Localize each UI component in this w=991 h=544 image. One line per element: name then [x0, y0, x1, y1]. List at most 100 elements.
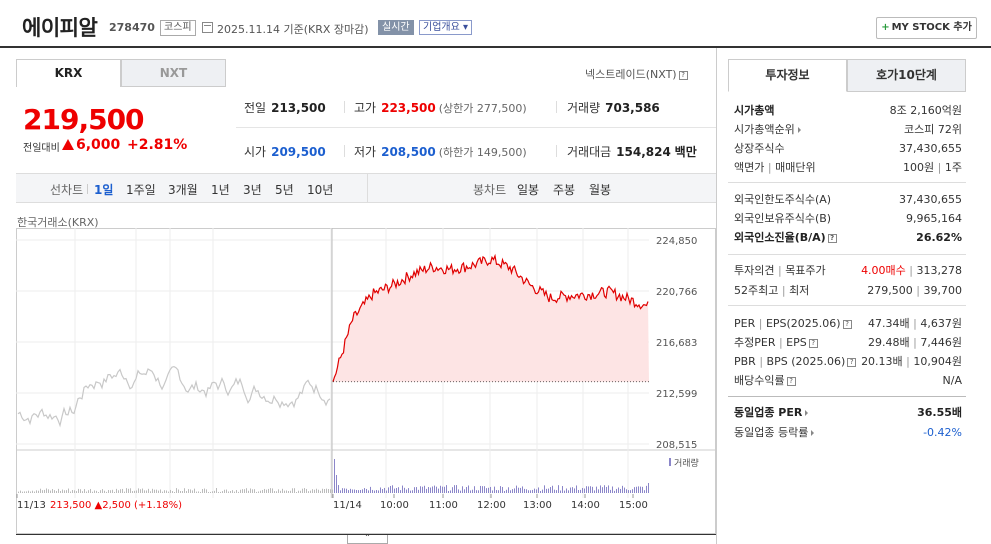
rank-value: 코스피 72위 — [904, 123, 962, 136]
volume-bar — [320, 490, 321, 493]
volume-bar — [22, 491, 23, 493]
volume-bar — [342, 488, 343, 493]
volume-bar — [434, 485, 435, 493]
candle-daily[interactable]: 일봉 — [517, 183, 540, 197]
period-3y[interactable]: 3년 — [243, 183, 262, 197]
add-mystock-button[interactable]: + MY STOCK 추가 — [876, 17, 977, 39]
volume-bar — [452, 487, 453, 493]
nextrade-link[interactable]: 넥스트레이드(NXT)? — [585, 66, 688, 82]
w52-label: 52주최고 | 최저 — [734, 284, 810, 297]
help-icon[interactable]: ? — [827, 233, 837, 243]
volume-bar — [330, 489, 331, 493]
volume-bar — [290, 490, 291, 493]
help-icon[interactable]: ? — [808, 338, 818, 348]
today-price-line — [332, 253, 649, 382]
help-icon[interactable]: ? — [847, 357, 857, 367]
volume-bar — [492, 490, 493, 493]
volume-bar — [364, 488, 365, 493]
nextrade-label: 넥스트레이드(NXT) — [585, 68, 677, 81]
volume-bar — [498, 490, 499, 493]
divider — [556, 145, 557, 157]
help-icon[interactable]: ? — [786, 376, 796, 386]
industry-rate-label: 동일업종 등락률 — [734, 425, 815, 441]
foreign-ratio-row: 외국인소진율(B/A)? 26.62% — [734, 230, 962, 246]
w52-row: 52주최고 | 최저 279,500 | 39,700 — [734, 283, 962, 299]
volume-bar — [202, 489, 203, 493]
amount-unit: 백만 — [674, 145, 697, 159]
period-1y[interactable]: 1년 — [211, 183, 230, 197]
low-price: 저가 208,500 (하한가 149,500) — [354, 143, 527, 160]
volume-bar — [158, 490, 159, 493]
volume-bar — [74, 490, 75, 493]
per-row: PER | EPS(2025.06)? 47.34배 | 4,637원 — [734, 316, 962, 332]
volume-bar — [348, 490, 349, 493]
volume-bar — [558, 485, 559, 493]
volume-bar — [256, 491, 257, 493]
volume-bar — [186, 491, 187, 493]
tab-orderbook[interactable]: 호가10단계 — [847, 59, 966, 92]
calendar-icon — [202, 22, 213, 33]
dividend-row: 배당수익률? N/A — [734, 373, 962, 389]
volume-bar — [280, 490, 281, 493]
volume-bar — [596, 486, 597, 493]
volume-bar — [42, 490, 43, 493]
volume-bar — [460, 490, 461, 493]
rank-row[interactable]: 시가총액순위 코스피 72위 — [734, 122, 962, 138]
volume-bar — [46, 488, 47, 493]
change-percent: +2.81% — [127, 137, 188, 153]
period-1w[interactable]: 1주일 — [126, 183, 156, 197]
volume-bar — [218, 491, 219, 493]
section-divider — [728, 182, 966, 183]
volume-bar — [420, 486, 421, 493]
volume-bar — [510, 490, 511, 493]
volume-bar — [630, 490, 631, 493]
volume-bar — [478, 490, 479, 493]
volume-bar — [414, 487, 415, 493]
line-chart-label: 선차트 — [50, 183, 84, 197]
period-1d[interactable]: 1일 — [94, 183, 114, 197]
industry-rate-row[interactable]: 동일업종 등락률 -0.42% — [734, 425, 962, 441]
volume-bar — [144, 490, 145, 493]
period-toolbar: 선차트 1일 1주일 3개월 1년 3년 5년 10년 봉차트 일봉 주봉 월봉 — [16, 173, 716, 203]
help-icon[interactable]: ? — [842, 319, 852, 329]
volume-bar — [90, 488, 91, 493]
volume-bar — [538, 487, 539, 493]
company-info-dropdown[interactable]: 기업개요 ▾ — [419, 20, 473, 35]
volume-bar — [610, 489, 611, 493]
x-tick-label: 14:00 — [571, 500, 600, 511]
volume-bar — [234, 491, 235, 493]
volume-bar — [392, 485, 393, 493]
volume-bar — [246, 488, 247, 493]
volume-bar — [278, 489, 279, 493]
period-5y[interactable]: 5년 — [275, 183, 294, 197]
candle-weekly[interactable]: 주봉 — [553, 183, 576, 197]
prev-day-line — [17, 365, 331, 428]
period-3m[interactable]: 3개월 — [168, 183, 198, 197]
collapse-button[interactable]: ⌃ — [347, 534, 388, 544]
volume-bar — [178, 489, 179, 493]
candle-monthly[interactable]: 월봉 — [589, 183, 612, 197]
volume-bar — [166, 490, 167, 493]
volume-bar — [114, 491, 115, 493]
volume-bar — [430, 487, 431, 493]
volume-bar — [476, 490, 477, 493]
volume-bar — [328, 489, 329, 493]
volume-bar — [82, 491, 83, 493]
price-chart-svg: 224,850 220,766 216,683 212,599 208,515 거래량 11… — [16, 228, 716, 534]
volume-bar — [220, 491, 221, 493]
realtime-button[interactable]: 실시간 — [378, 20, 414, 35]
tab-krx[interactable]: KRX — [16, 59, 121, 87]
help-icon[interactable]: ? — [678, 70, 688, 80]
tab-nxt[interactable]: NXT — [121, 59, 226, 87]
volume-bar — [262, 489, 263, 493]
volume-bar — [520, 487, 521, 493]
tab-investment-info[interactable]: 투자정보 — [728, 59, 847, 92]
foreign-hold-label: 외국인보유주식수(B) — [734, 212, 832, 225]
period-10y[interactable]: 10년 — [307, 183, 334, 197]
open-value: 209,500 — [271, 145, 326, 159]
industry-per-row[interactable]: 동일업종 PER 36.55배 — [734, 405, 962, 421]
volume-bar — [432, 486, 433, 493]
volume-bar — [406, 489, 407, 493]
add-mystock-label: MY STOCK 추가 — [891, 22, 972, 33]
volume-bar — [466, 487, 467, 493]
